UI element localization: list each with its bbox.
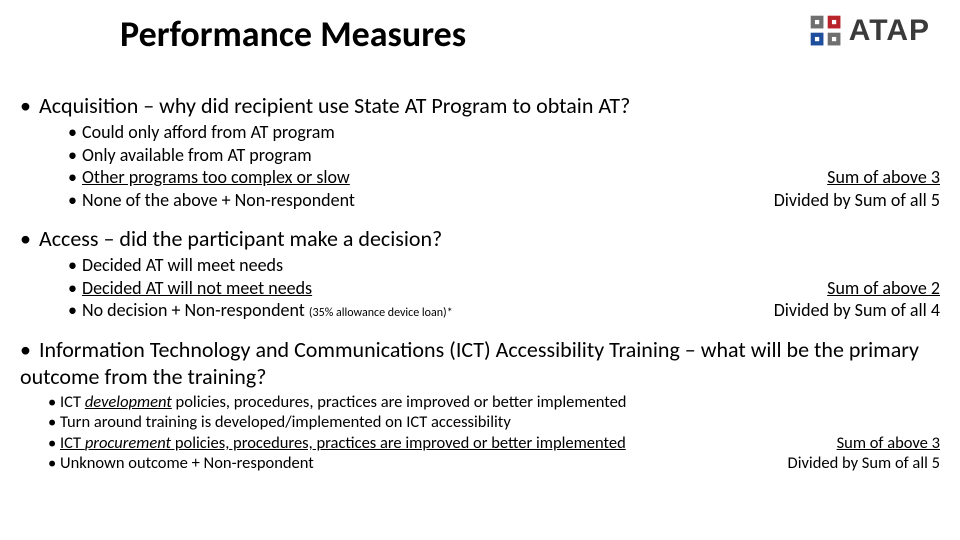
item-text: Decided AT will not meet needs xyxy=(82,277,312,299)
section-heading-rest: – why did recipient use State AT Program… xyxy=(138,92,630,119)
item-right: Divided by Sum of all 5 xyxy=(670,189,940,212)
slide: Performance Measures ATAP • Acquisition … xyxy=(0,0,960,540)
list-item: •Decided AT will not meet needs Sum of a… xyxy=(68,277,940,300)
item-right: Divided by Sum of all 5 xyxy=(720,453,940,474)
page-title: Performance Measures xyxy=(120,12,466,56)
list-item: •ICT procurement policies, procedures, p… xyxy=(48,433,940,454)
section-heading-rest: – did the participant make a decision? xyxy=(98,225,442,252)
item-text: Decided AT will meet needs xyxy=(82,254,283,276)
acquisition-list: •Could only afford from AT program •Only… xyxy=(68,121,940,211)
item-text: None of the above + Non-respondent xyxy=(82,189,355,211)
item-right: Sum of above 3 xyxy=(720,433,940,454)
list-item: •Decided AT will meet needs xyxy=(68,254,940,277)
item-text: No decision + Non-respondent xyxy=(82,299,309,321)
content: • Acquisition – why did recipient use St… xyxy=(20,88,940,474)
logo: ATAP xyxy=(809,14,930,48)
item-text-em: development xyxy=(85,392,172,412)
list-item: •Unknown outcome + Non-respondent Divide… xyxy=(48,453,940,474)
list-item: •ICT development policies, procedures, p… xyxy=(48,392,940,413)
access-list: •Decided AT will meet needs •Decided AT … xyxy=(68,254,940,322)
list-item: •Could only afford from AT program xyxy=(68,121,940,144)
item-right: Sum of above 2 xyxy=(670,277,940,300)
section-heading-prefix: Acquisition xyxy=(39,92,138,119)
item-text: Turn around training is developed/implem… xyxy=(60,412,511,432)
item-text: Only available from AT program xyxy=(82,144,312,166)
item-text-pre: ICT xyxy=(60,392,85,412)
item-text: Could only afford from AT program xyxy=(82,121,335,143)
section-heading-prefix: Information Technology and Communication… xyxy=(39,336,680,363)
item-text: Other programs too complex or slow xyxy=(82,166,350,188)
item-note: (35% allowance device loan)* xyxy=(309,306,453,320)
list-item: •Other programs too complex or slow Sum … xyxy=(68,166,940,189)
ict-list: •ICT development policies, procedures, p… xyxy=(48,392,940,475)
list-item: •No decision + Non-respondent (35% allow… xyxy=(68,299,940,322)
list-item: •None of the above + Non-respondent Divi… xyxy=(68,189,940,212)
item-text-pre: ICT xyxy=(60,433,85,453)
item-text-post: policies, procedures, practices are impr… xyxy=(171,433,626,453)
atap-logo-icon xyxy=(809,14,843,48)
item-text-post: policies, procedures, practices are impr… xyxy=(172,392,627,412)
list-item: •Only available from AT program xyxy=(68,144,940,167)
item-right: Sum of above 3 xyxy=(670,166,940,189)
item-text-em: procurement xyxy=(85,433,171,453)
list-item: •Turn around training is developed/imple… xyxy=(48,412,940,433)
section-access-heading: • Access – did the participant make a de… xyxy=(20,225,940,252)
item-text: Unknown outcome + Non-respondent xyxy=(60,453,314,473)
section-acquisition-heading: • Acquisition – why did recipient use St… xyxy=(20,92,940,119)
item-right: Divided by Sum of all 4 xyxy=(670,299,940,322)
section-heading-prefix: Access xyxy=(39,225,99,252)
logo-text: ATAP xyxy=(849,14,930,48)
section-ict-heading: • Information Technology and Communicati… xyxy=(20,336,940,390)
